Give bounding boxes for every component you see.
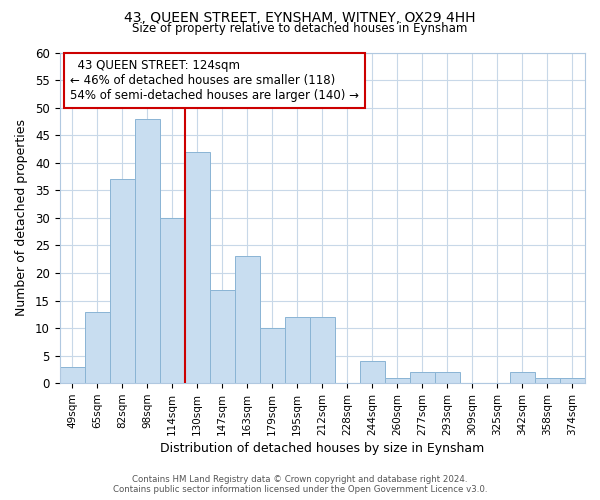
Bar	[110, 180, 134, 383]
Bar	[260, 328, 285, 383]
Bar	[560, 378, 585, 383]
Bar	[535, 378, 560, 383]
Bar	[209, 290, 235, 383]
Y-axis label: Number of detached properties: Number of detached properties	[15, 120, 28, 316]
Bar	[410, 372, 435, 383]
Bar	[59, 366, 85, 383]
Bar	[185, 152, 209, 383]
Text: Contains HM Land Registry data © Crown copyright and database right 2024.
Contai: Contains HM Land Registry data © Crown c…	[113, 474, 487, 494]
Bar	[134, 118, 160, 383]
Bar	[435, 372, 460, 383]
Bar	[360, 361, 385, 383]
Bar	[235, 256, 260, 383]
Bar	[160, 218, 185, 383]
Text: Size of property relative to detached houses in Eynsham: Size of property relative to detached ho…	[133, 22, 467, 35]
Bar	[385, 378, 410, 383]
Text: 43, QUEEN STREET, EYNSHAM, WITNEY, OX29 4HH: 43, QUEEN STREET, EYNSHAM, WITNEY, OX29 …	[124, 11, 476, 25]
Bar	[85, 312, 110, 383]
Text: 43 QUEEN STREET: 124sqm  
← 46% of detached houses are smaller (118)
54% of semi: 43 QUEEN STREET: 124sqm ← 46% of detache…	[70, 59, 359, 102]
Bar	[310, 317, 335, 383]
Bar	[510, 372, 535, 383]
X-axis label: Distribution of detached houses by size in Eynsham: Distribution of detached houses by size …	[160, 442, 484, 455]
Bar	[285, 317, 310, 383]
